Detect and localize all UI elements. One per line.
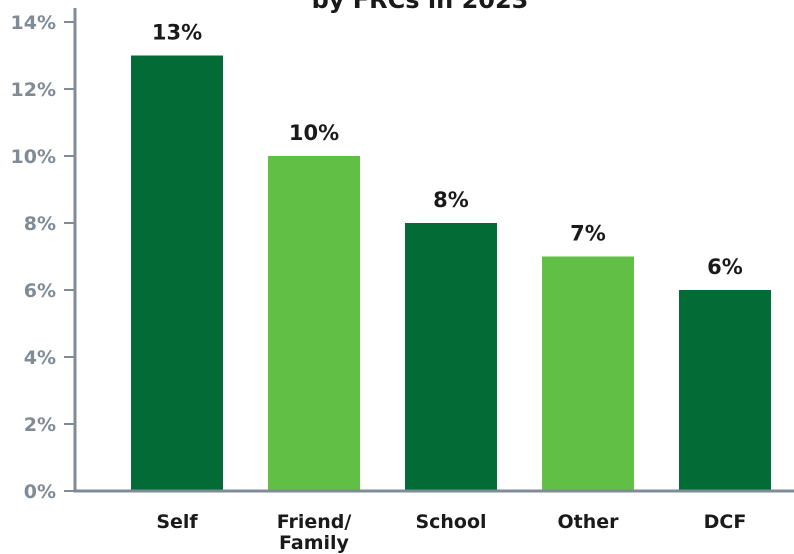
bar-value-label: 6% — [707, 255, 743, 279]
bar — [131, 55, 223, 491]
bar-value-label: 13% — [152, 21, 202, 45]
x-tick-label: Self — [156, 511, 198, 533]
bar-value-label: 8% — [433, 188, 469, 212]
bars: 13% 10% 8% 7% 6% — [131, 21, 771, 491]
bar — [542, 256, 634, 491]
y-tick-label: 14% — [11, 12, 56, 34]
bar — [268, 156, 360, 491]
bar — [405, 223, 497, 491]
chart-title: by FRCs in 2023 — [312, 0, 529, 14]
y-tick-label: 10% — [11, 146, 56, 168]
bar-value-label: 7% — [570, 222, 606, 246]
bar-value-label: 10% — [289, 121, 339, 145]
y-tick-label: 12% — [11, 79, 56, 101]
y-tick-label: 6% — [24, 280, 56, 302]
x-axis: Self Friend/Family School Other DCF — [73, 489, 794, 554]
y-tick-label: 8% — [24, 213, 56, 235]
y-axis: 0% 2% 4% 6% 8% 10% 12% 14% — [11, 8, 77, 503]
x-tick-label: Other — [557, 511, 619, 533]
y-tick-label: 4% — [24, 347, 56, 369]
bar — [679, 290, 771, 491]
y-tick-label: 0% — [24, 481, 56, 503]
x-tick-label: Friend/Family — [277, 511, 352, 554]
x-tick-label: DCF — [704, 511, 747, 533]
y-tick-label: 2% — [24, 414, 56, 436]
x-tick-label: School — [415, 511, 486, 533]
